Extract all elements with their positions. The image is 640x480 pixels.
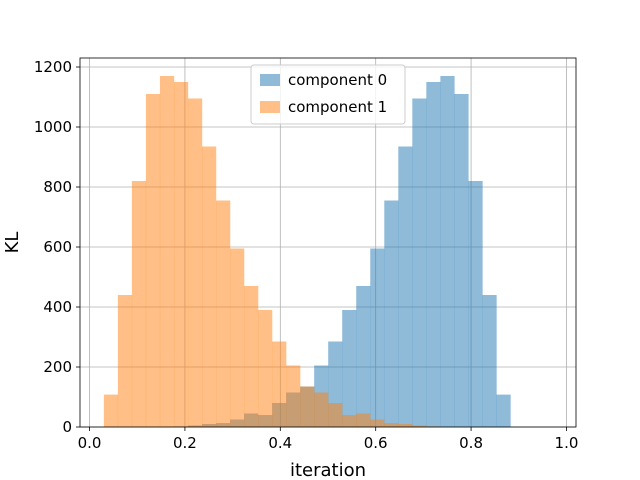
- legend: component 0 component 1: [250, 64, 406, 125]
- histogram-bar: [468, 181, 483, 427]
- histogram-bar: [201, 146, 217, 427]
- histogram-bar: [482, 295, 497, 427]
- legend-swatch: [260, 74, 280, 86]
- histogram-bar: [145, 94, 161, 427]
- y-tick-label: 600: [43, 238, 72, 256]
- histogram-bar: [328, 403, 343, 427]
- histogram-bar: [187, 98, 203, 427]
- y-tick-label: 400: [43, 298, 72, 316]
- plot-frame: [79, 57, 577, 428]
- x-tick-label: 0.6: [364, 434, 388, 452]
- histogram-bar: [426, 82, 441, 427]
- y-axis-ticks: 0 200 400 600 800 1000 1200: [34, 58, 80, 436]
- histogram-bar: [412, 425, 427, 427]
- histogram-bar: [384, 423, 399, 427]
- histogram-bar: [173, 82, 189, 427]
- y-tick-label: 800: [43, 178, 72, 196]
- histogram-bar: [412, 98, 427, 427]
- histogram-bars: [103, 76, 511, 427]
- histogram-bar: [314, 392, 329, 427]
- histogram-bar: [342, 415, 357, 427]
- x-axis-title: iteration: [290, 460, 366, 480]
- histogram-bar: [230, 248, 245, 427]
- histogram-bar: [496, 394, 511, 427]
- y-tick-label: 0: [62, 418, 72, 436]
- histogram-bar: [258, 310, 273, 427]
- legend-swatch: [260, 101, 280, 113]
- x-tick-label: 0.0: [78, 434, 102, 452]
- histogram-bar: [159, 76, 175, 427]
- histogram-bar: [286, 365, 301, 427]
- y-tick-label: 1000: [34, 118, 72, 136]
- histogram-bar: [356, 413, 371, 427]
- histogram-bar: [300, 386, 315, 427]
- histogram-bar: [131, 181, 147, 427]
- x-tick-label: 0.2: [173, 434, 197, 452]
- x-tick-label: 0.4: [268, 434, 292, 452]
- series-1-bars: [103, 76, 441, 427]
- histogram-bar: [272, 341, 287, 427]
- legend-box: [250, 64, 406, 125]
- histogram-bar: [384, 200, 399, 427]
- legend-label: component 1: [288, 98, 387, 116]
- histogram-bar: [356, 286, 371, 427]
- y-tick-label: 200: [43, 358, 72, 376]
- legend-label: component 0: [288, 71, 387, 89]
- histogram-bar: [398, 146, 413, 427]
- x-tick-label: 1.0: [555, 434, 579, 452]
- histogram-bar: [216, 200, 231, 427]
- histogram-bar: [440, 76, 455, 427]
- histogram-bar: [244, 286, 259, 427]
- x-tick-label: 0.8: [459, 434, 483, 452]
- histogram-bar: [370, 248, 385, 427]
- y-axis-title: KL: [2, 232, 23, 254]
- histogram-bar: [454, 94, 469, 427]
- x-axis-ticks: 0.0 0.2 0.4 0.6 0.8 1.0: [78, 427, 579, 452]
- y-tick-label: 1200: [34, 58, 72, 76]
- histogram-bar: [370, 419, 385, 427]
- histogram-bar: [342, 310, 357, 427]
- histogram-bar: [103, 394, 119, 427]
- histogram-bar: [398, 424, 413, 427]
- histogram-bar: [117, 295, 133, 427]
